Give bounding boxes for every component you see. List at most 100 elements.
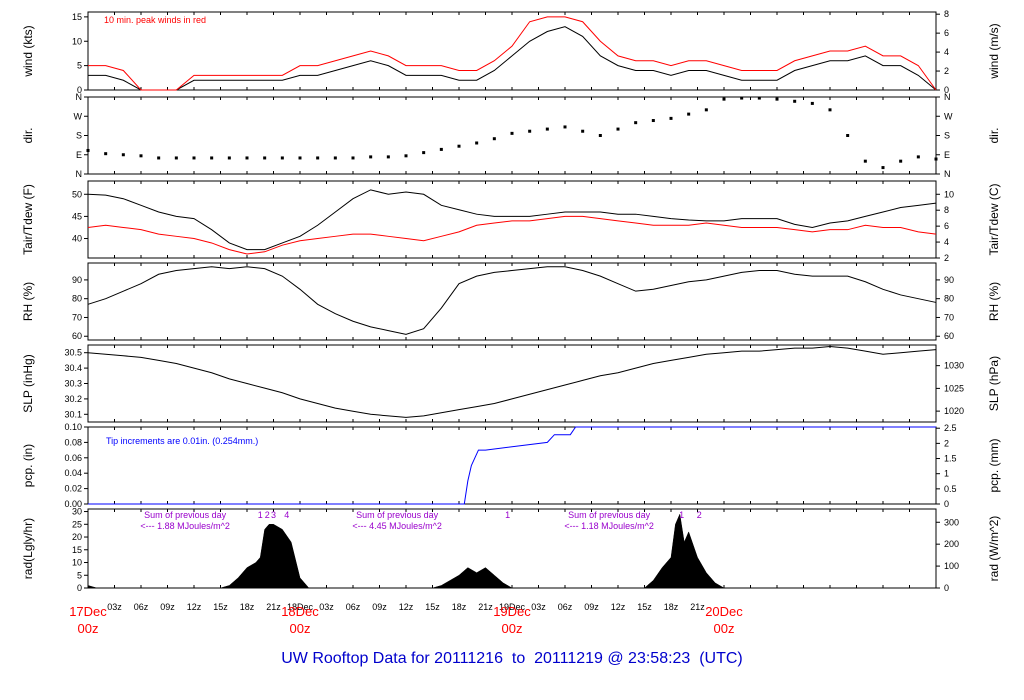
- dir-right-tick-label: S: [944, 131, 950, 141]
- temp-frame: [87, 180, 937, 259]
- dir-right-tick-label: N: [944, 169, 951, 179]
- dir-left-tick-label: E: [76, 150, 82, 160]
- x-hour-label: 15z: [425, 602, 440, 612]
- pcp-right-tick-label: 0: [944, 499, 949, 509]
- rad-right-tick-label: 300: [944, 517, 959, 527]
- rad-mark: 1: [505, 510, 510, 520]
- dir-point: [139, 154, 143, 158]
- rad-annotation-line1: Sum of previous day: [568, 510, 651, 520]
- x-day-time-label: 00z: [714, 621, 735, 636]
- x-hour-label: 09z: [372, 602, 387, 612]
- rh-left-tick-label: 80: [72, 294, 82, 304]
- wind-left-tick-label: 10: [72, 36, 82, 46]
- pcp-ylabel-left: pcp. (in): [21, 444, 35, 487]
- dir-point: [86, 148, 90, 152]
- rh-right-tick-label: 80: [944, 294, 954, 304]
- chart-title: UW Rooftop Data for 20111216 to 20111219…: [281, 650, 743, 667]
- pcp-right-tick-label: 1.5: [944, 454, 957, 464]
- x-hour-label: 15z: [637, 602, 652, 612]
- dir-point: [333, 156, 337, 160]
- rad-left-tick-label: 0: [77, 583, 82, 593]
- rad-left-tick-label: 20: [72, 532, 82, 542]
- slp-frame: [87, 344, 937, 423]
- rh-right-tick-label: 70: [944, 312, 954, 322]
- dir-point: [510, 131, 514, 135]
- dir-point: [227, 156, 231, 160]
- rad-left-tick-label: 5: [77, 570, 82, 580]
- wind-ylabel-left: wind (kts): [21, 25, 35, 77]
- temp-right-tick-label: 6: [944, 221, 949, 231]
- x-day-time-label: 00z: [290, 621, 311, 636]
- x-day-label: 18Dec: [281, 604, 319, 619]
- x-hour-label: 21z: [478, 602, 493, 612]
- rad-ylabel-right: rad (W/m^2): [987, 516, 1001, 582]
- slp-ylabel-right: SLP (hPa): [987, 356, 1001, 411]
- dir-left-tick-label: N: [76, 169, 83, 179]
- dir-point: [351, 156, 355, 160]
- rad-annotation-line2: <--- 1.88 MJoules/m^2: [140, 521, 230, 531]
- slp-left-tick-label: 30.2: [64, 394, 82, 404]
- dir-point: [881, 166, 885, 170]
- pcp-left-tick-label: 0.04: [64, 468, 82, 478]
- x-hour-label: 06z: [134, 602, 149, 612]
- temp-ylabel-right: Tair/Tdew (C): [987, 183, 1001, 255]
- x-hour-label: 12z: [187, 602, 202, 612]
- temp-left-tick-label: 45: [72, 211, 82, 221]
- slp-left-tick-label: 30.5: [64, 348, 82, 358]
- dir-point: [722, 97, 726, 101]
- x-day-time-label: 00z: [502, 621, 523, 636]
- x-hour-label: 09z: [584, 602, 599, 612]
- rh-right-tick-label: 90: [944, 275, 954, 285]
- dir-point: [828, 108, 832, 112]
- slp-right-tick-label: 1025: [944, 383, 964, 393]
- wind-frame: [87, 11, 937, 91]
- dir-left-tick-label: W: [74, 111, 83, 121]
- dir-right-tick-label: E: [944, 150, 950, 160]
- x-day-time-label: 00z: [78, 621, 99, 636]
- dir-point: [386, 155, 390, 159]
- x-hour-label: 18z: [240, 602, 255, 612]
- rh-frame: [87, 262, 937, 341]
- rad-mark: 2: [697, 510, 702, 520]
- rad-area: [87, 513, 936, 589]
- temp-right-tick-label: 2: [944, 253, 949, 263]
- x-hour-label: 18z: [452, 602, 467, 612]
- rad-mark: 1: [679, 510, 684, 520]
- dir-point: [192, 156, 196, 160]
- dir-point: [863, 159, 867, 163]
- pcp-left-tick-label: 0.00: [64, 499, 82, 509]
- rad-left-tick-label: 25: [72, 519, 82, 529]
- x-hour-label: 12z: [611, 602, 626, 612]
- wind-left-tick-label: 5: [77, 61, 82, 71]
- pcp-ylabel-right: pcp. (mm): [987, 438, 1001, 492]
- slp-line-slp: [87, 346, 937, 418]
- dir-point: [598, 134, 602, 137]
- temp-ylabel-left: Tair/Tdew (F): [21, 184, 35, 255]
- temp-right-tick-label: 4: [944, 237, 949, 247]
- dir-point: [899, 159, 903, 163]
- rad-left-tick-label: 15: [72, 545, 82, 555]
- dir-point: [104, 152, 108, 156]
- rad-left-tick-label: 10: [72, 558, 82, 568]
- dir-point: [757, 96, 761, 100]
- wind-line-wind-speed: [88, 26, 937, 91]
- x-hour-label: 12z: [399, 602, 414, 612]
- dir-point: [528, 129, 532, 133]
- x-day-label: 19Dec: [493, 604, 531, 619]
- rad-right-tick-label: 200: [944, 539, 959, 549]
- dir-point: [934, 157, 938, 161]
- x-hour-label: 15z: [213, 602, 228, 612]
- rh-ylabel-left: RH (%): [21, 282, 35, 321]
- pcp-right-tick-label: 2.5: [944, 423, 957, 433]
- dir-point: [404, 154, 408, 158]
- dir-point: [704, 108, 708, 112]
- dir-point: [174, 156, 178, 160]
- wind-left-tick-label: 0: [77, 85, 82, 95]
- dir-point: [634, 121, 638, 125]
- dir-point: [775, 97, 779, 101]
- rh-right-tick-label: 60: [944, 331, 954, 341]
- wind-right-tick-label: 6: [944, 28, 949, 38]
- wind-ylabel-right: wind (m/s): [987, 23, 1001, 79]
- pcp-annotation: Tip increments are 0.01in. (0.254mm.): [106, 436, 258, 446]
